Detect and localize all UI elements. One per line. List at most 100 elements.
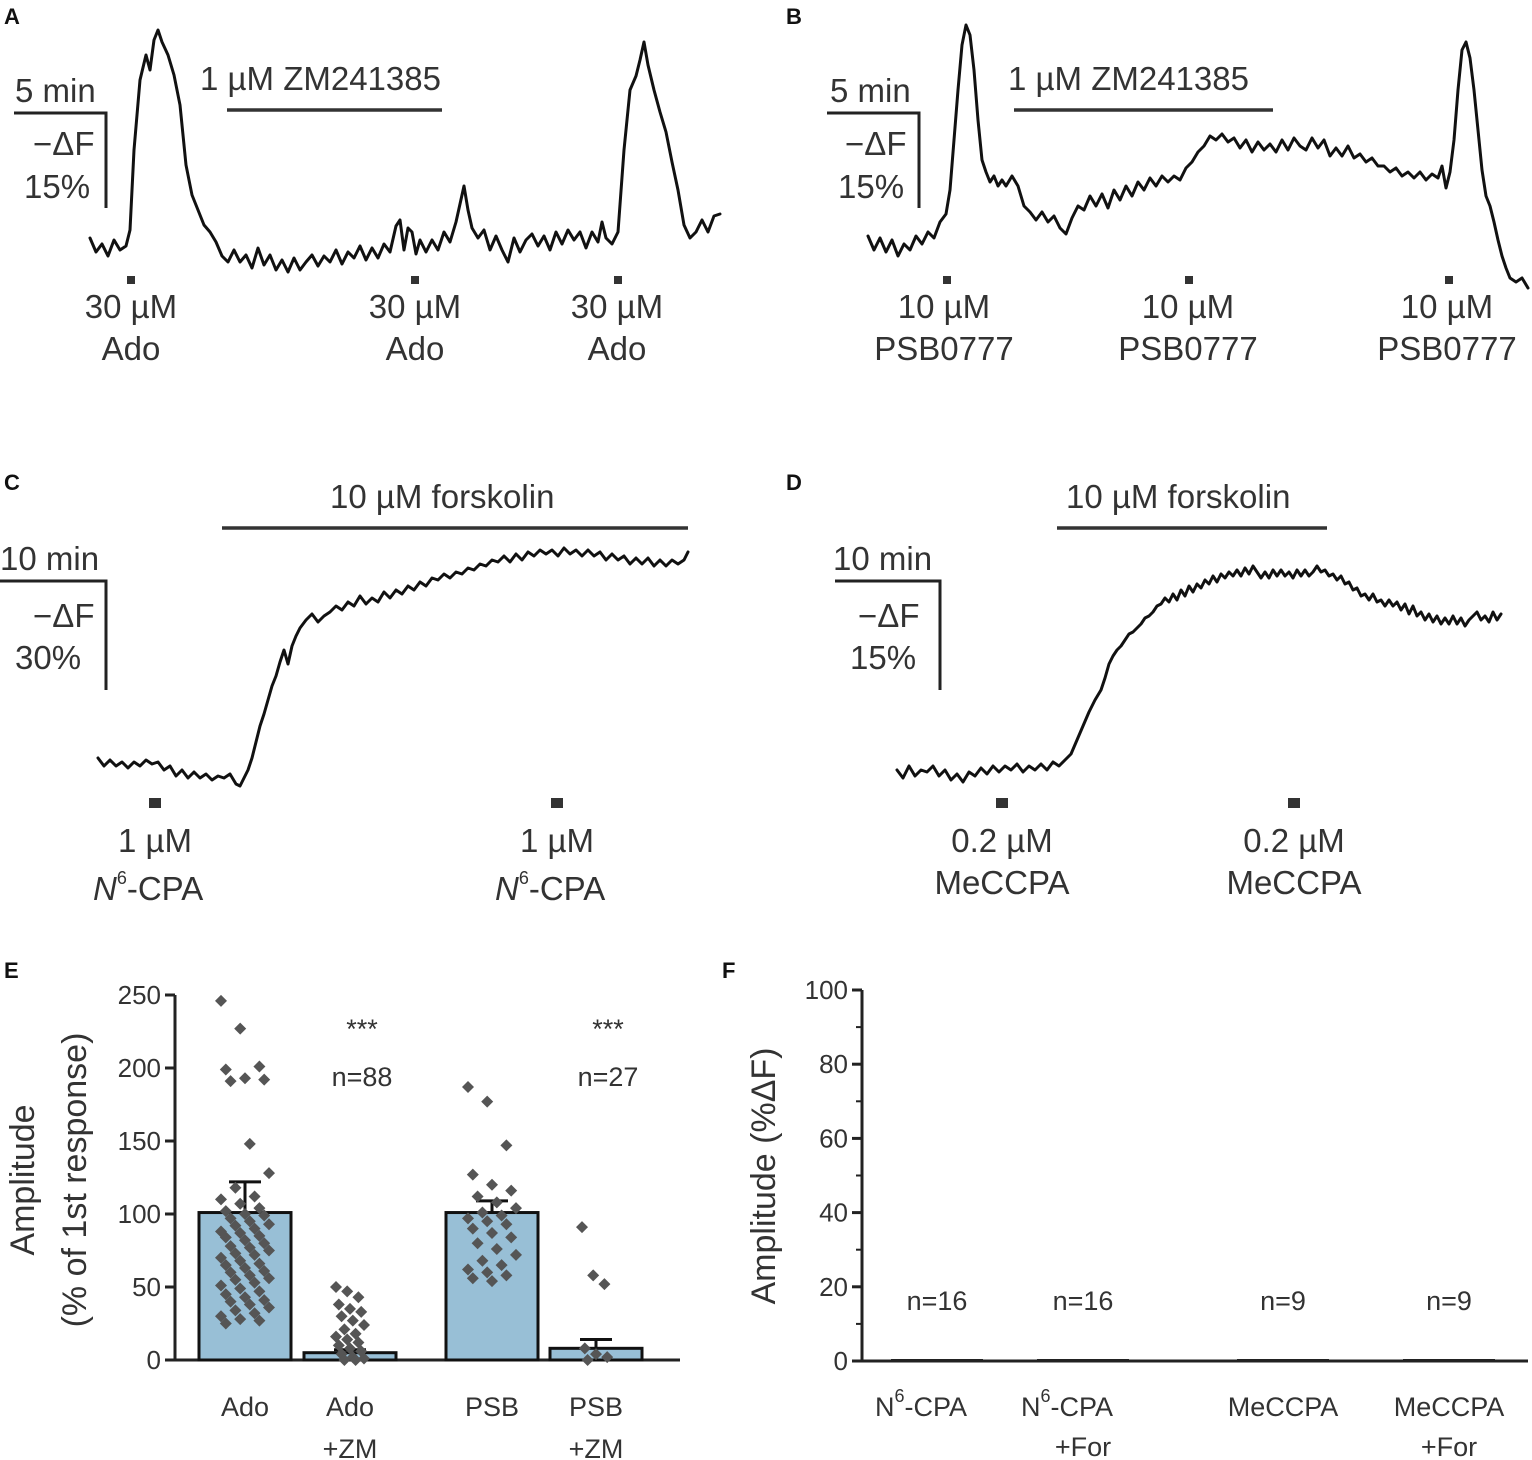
data-point [349,1354,362,1366]
significance-stars: *** [592,1014,624,1044]
data-point [239,1291,251,1304]
data-point [219,1205,232,1218]
data-point [500,1218,513,1231]
data-point [258,1264,271,1277]
panel-a: A 5 min −ΔF 15% 1 µM ZM241385 30 µM Ado … [4,4,722,367]
stim-drug-label: PSB0777 [874,330,1013,367]
data-point [466,1168,479,1181]
bar-chart-e: 0 50 100 150 200 250 Ado Ado +ZM PSB PSB +ZM *** n=88… [118,980,680,1460]
category-label-rest: -CPA [905,1392,968,1422]
data-point [229,1219,242,1232]
stim-drug-label: Ado [588,330,647,367]
data-point [258,1209,271,1222]
scale-bar [835,579,942,690]
panel-c: C 10 min −ΔF 30% 10 µM forskolin 1 µM N6… [0,470,690,907]
scale-pct-label: 15% [24,168,90,205]
data-point [500,1269,513,1282]
data-point [229,1247,242,1260]
stim-conc-label: 30 µM [85,288,177,325]
scale-time-label: 5 min [830,72,911,109]
data-point [358,1352,370,1365]
category-label: MeCCPA [1394,1392,1505,1422]
scale-bar [827,111,921,208]
y-tick-label: 80 [819,1049,848,1079]
data-point [253,1229,266,1242]
category-label: +ZM [323,1434,378,1460]
y-tick-label: 0 [834,1346,848,1376]
stim-drug-label: PSB0777 [1377,330,1516,367]
data-point [335,1310,348,1323]
data-point [219,1317,232,1330]
category-label: +ZM [569,1434,624,1460]
panel-f: F Amplitude (%ΔF) 020406080100n=16N6-CPA… [722,958,1528,1460]
trace-d [895,564,1503,784]
data-point [490,1243,503,1256]
category-label-line2: +For [1055,1432,1111,1460]
data-point [243,1298,256,1311]
data-point [578,1342,591,1355]
data-point [510,1202,522,1215]
stim-drug-rest: -CPA [127,870,203,907]
data-point [253,1285,266,1298]
data-point [239,1262,251,1275]
data-point [224,1266,237,1279]
stim-marker [1288,798,1300,808]
data-point [601,1351,614,1364]
trace-c [96,546,690,788]
stim-conc-label: 10 µM [1401,288,1493,325]
data-point [248,1190,261,1203]
data-point [466,1272,479,1285]
n-label: n=16 [907,1286,968,1316]
data-point [338,1323,351,1336]
panel-label-e: E [4,958,19,983]
data-point [495,1209,508,1222]
data-point [346,1314,359,1327]
y-tick-label: 50 [132,1272,161,1302]
n-label: n=88 [332,1062,393,1092]
stim-drug-superscript: 6 [519,868,529,888]
stim-marker [996,798,1008,808]
stim-drug-label: Ado [386,330,445,367]
data-point [590,1348,602,1361]
stim-conc-label: 1 µM [520,822,594,859]
category-label: N6-CPA [1021,1386,1113,1422]
data-point [263,1244,275,1257]
data-point [258,1294,271,1307]
y-tick-label: 100 [805,975,848,1005]
data-point [229,1181,242,1194]
data-point [248,1276,261,1289]
drug-bar-label: 10 µM forskolin [330,478,554,515]
data-point [224,1295,237,1308]
data-point [476,1206,489,1219]
data-point [229,1304,242,1317]
data-point [263,1167,275,1180]
data-point [466,1222,479,1235]
stim-marker [149,798,161,808]
stim-drug-rest: -CPA [529,870,605,907]
data-point [505,1184,518,1197]
bar [1237,1359,1329,1361]
category-label-n: N [875,1392,895,1422]
y-tick-label: 0 [147,1345,161,1375]
data-point [352,1291,365,1304]
category-label-superscript: 6 [1041,1386,1051,1406]
bar [1037,1359,1129,1361]
data-point [481,1095,494,1108]
panel-d: D 10 min −ΔF 15% 10 µM forskolin 0.2 µM … [786,470,1503,901]
y-axis-label-f: Amplitude (%ΔF) [745,1048,783,1305]
y-tick-label: 20 [819,1272,848,1302]
stim-marker [551,798,563,808]
drug-bar-label: 1 µM ZM241385 [200,60,441,97]
data-point [219,1288,232,1301]
data-point [258,1073,271,1086]
data-point [239,1234,251,1247]
data-point [215,1310,227,1323]
y-tick-label: 250 [118,980,161,1010]
scale-time-label: 5 min [15,72,96,109]
data-point [234,1226,247,1239]
data-point [215,994,227,1007]
drug-bar-label: 10 µM forskolin [1066,478,1290,515]
trace-b [866,23,1530,290]
y-tick-label: 200 [118,1053,161,1083]
scale-pct-label: 15% [838,168,904,205]
